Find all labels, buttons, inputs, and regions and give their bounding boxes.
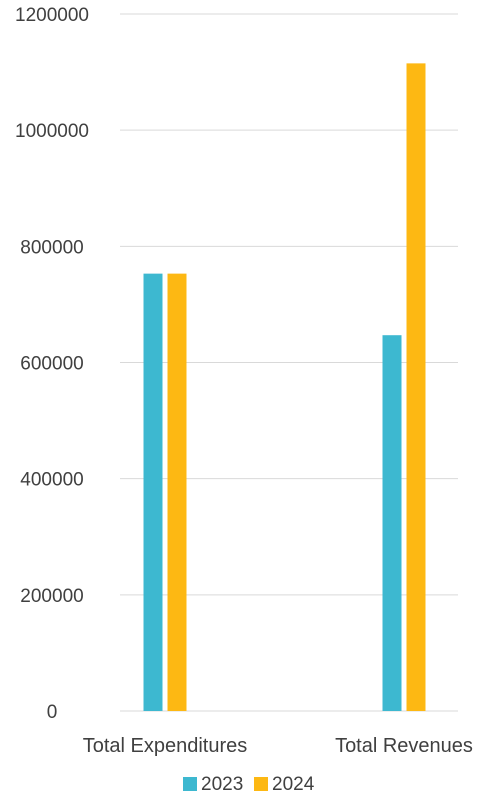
legend-label-2023: 2023	[201, 774, 243, 795]
bar-2023-total-expenditures	[143, 273, 163, 711]
y-tick-label: 1200000	[15, 5, 89, 26]
x-category-label: Total Revenues	[335, 735, 473, 757]
y-tick-label: 400000	[20, 470, 83, 491]
legend-label-2024: 2024	[272, 774, 315, 795]
legend-swatch-2024	[254, 777, 268, 791]
bar-2024-total-expenditures	[167, 273, 187, 711]
bar-2023-total-revenues	[382, 335, 402, 711]
y-tick-label: 600000	[20, 354, 83, 375]
y-tick-label: 800000	[20, 237, 83, 258]
legend: 2023 2024	[183, 774, 315, 795]
bar-2024-total-revenues	[406, 63, 426, 711]
bars	[143, 63, 426, 711]
y-tick-label: 1000000	[15, 121, 89, 142]
y-tick-label: 200000	[20, 586, 83, 607]
x-category-label: Total Expenditures	[83, 735, 248, 757]
y-tick-label: 0	[47, 702, 58, 723]
x-axis-category-labels: Total Expenditures Total Revenues	[83, 735, 473, 757]
legend-swatch-2023	[183, 777, 197, 791]
y-axis-tick-labels: 0 200000 400000 600000 800000 1000000 1200000	[15, 5, 89, 723]
